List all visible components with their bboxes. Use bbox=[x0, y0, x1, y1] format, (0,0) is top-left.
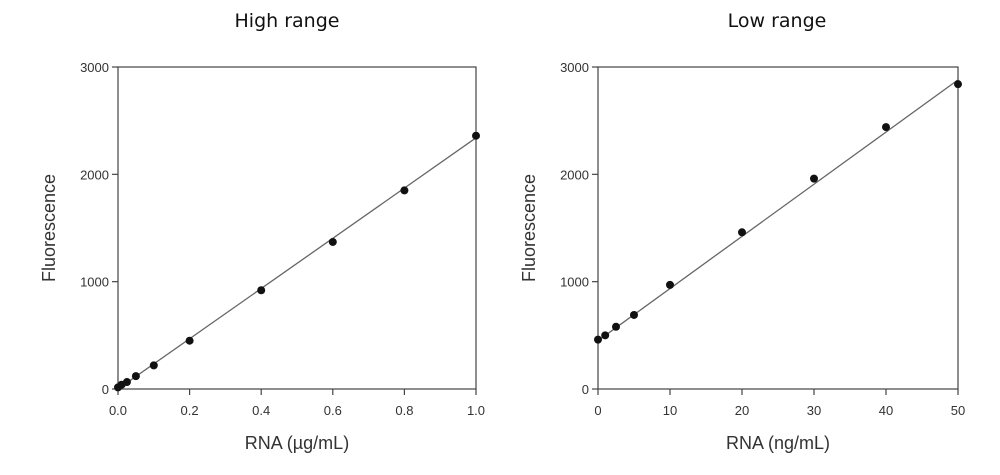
chart-high-range: High range 0.0 0.2 0.4 0.6 0.8 1.0 0 1000 2000 300… bbox=[39, 10, 485, 453]
y-tick-label: 0 bbox=[582, 382, 589, 397]
data-point bbox=[122, 378, 131, 387]
y-axis-label: Fluorescence bbox=[519, 174, 539, 282]
data-point bbox=[666, 280, 674, 289]
data-point bbox=[400, 186, 409, 195]
x-tick-label: 0.2 bbox=[181, 403, 199, 418]
y-tick-label: 2000 bbox=[560, 167, 589, 182]
data-point bbox=[630, 310, 638, 319]
chart-title: Low range bbox=[728, 10, 827, 32]
data-point bbox=[612, 322, 620, 331]
plot-frame bbox=[597, 66, 959, 390]
fit-line bbox=[117, 137, 477, 390]
x-axis-label: RNA (µg/mL) bbox=[245, 433, 349, 453]
x-tick-label: 30 bbox=[807, 403, 821, 418]
x-tick-label: 20 bbox=[735, 403, 749, 418]
x-tick-label: 0.0 bbox=[109, 403, 127, 418]
x-tick-label: 40 bbox=[879, 403, 893, 418]
x-axis-label: RNA (ng/mL) bbox=[726, 433, 830, 453]
y-tick-label: 0 bbox=[102, 382, 109, 397]
y-tick-label: 1000 bbox=[80, 275, 109, 290]
y-tick-label: 1000 bbox=[560, 275, 589, 290]
data-point bbox=[882, 123, 890, 132]
y-tick-label: 3000 bbox=[80, 60, 109, 75]
x-tick-label: 10 bbox=[663, 403, 677, 418]
fit-line bbox=[597, 79, 959, 342]
data-point bbox=[601, 331, 610, 340]
data-point bbox=[810, 174, 818, 183]
x-tick-label: 50 bbox=[951, 403, 965, 418]
data-point bbox=[328, 237, 337, 246]
data-point bbox=[594, 335, 602, 344]
plot-frame bbox=[117, 66, 477, 390]
chart-low-range: Low range 0 10 20 30 40 50 0 1000 2000 3000 RNA (ng… bbox=[519, 10, 965, 453]
y-tick-label: 2000 bbox=[80, 167, 109, 182]
data-point bbox=[472, 131, 480, 140]
y-tick-label: 3000 bbox=[560, 60, 589, 75]
chart-title: High range bbox=[235, 10, 340, 32]
x-tick-label: 0.8 bbox=[395, 403, 413, 418]
x-tick-label: 0.4 bbox=[252, 403, 270, 418]
data-point bbox=[149, 361, 158, 370]
data-point bbox=[185, 336, 194, 345]
x-tick-label: 0 bbox=[594, 403, 601, 418]
data-point bbox=[738, 228, 746, 237]
x-tick-label: 1.0 bbox=[467, 403, 485, 418]
data-point bbox=[131, 372, 140, 381]
data-point bbox=[954, 80, 962, 89]
data-point bbox=[257, 286, 266, 295]
y-axis-label: Fluorescence bbox=[39, 174, 59, 282]
x-tick-label: 0.6 bbox=[324, 403, 342, 418]
